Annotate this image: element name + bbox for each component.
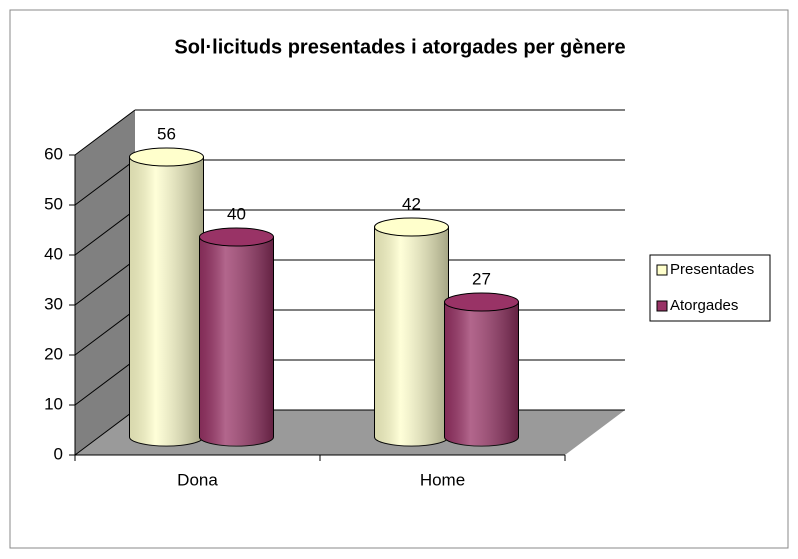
chart-title: Sol·licituds presentades i atorgades per… [174, 36, 625, 58]
bar [374, 217, 449, 447]
grid-line [74, 109, 136, 156]
legend-swatch [656, 300, 668, 312]
grid-line [74, 209, 136, 256]
cylinder-top [444, 292, 519, 312]
cylinder-shade [444, 302, 519, 446]
value-label: 40 [227, 204, 246, 223]
cylinder-shade [374, 227, 449, 446]
cylinder-shade [129, 157, 204, 446]
y-tick-label: 60 [44, 144, 63, 163]
bar [444, 292, 519, 447]
x-tick-label: Home [420, 470, 465, 489]
cylinder-top [199, 227, 274, 247]
y-tick-label: 50 [44, 194, 63, 213]
legend-label: Atorgades [670, 297, 738, 314]
grid-line [74, 359, 136, 406]
bar [199, 227, 274, 447]
y-tick-label: 10 [44, 394, 63, 413]
grid-line [74, 409, 136, 456]
y-tick-label: 0 [54, 444, 63, 463]
cylinder-shade [199, 237, 274, 446]
value-label: 27 [472, 269, 491, 288]
value-label: 42 [402, 194, 421, 213]
legend-label: Presentades [670, 261, 754, 278]
y-tick-label: 30 [44, 294, 63, 313]
cylinder-top [374, 217, 449, 237]
bar [129, 147, 204, 447]
cylinder-top [129, 147, 204, 167]
legend-box [649, 254, 771, 322]
grid-line [74, 159, 136, 206]
grid-line [74, 259, 136, 306]
y-tick-label: 20 [44, 344, 63, 363]
grid-line [74, 309, 136, 356]
legend-swatch [656, 264, 668, 276]
y-tick-label: 40 [44, 244, 63, 263]
value-label: 56 [157, 124, 176, 143]
x-tick-label: Dona [177, 470, 218, 489]
